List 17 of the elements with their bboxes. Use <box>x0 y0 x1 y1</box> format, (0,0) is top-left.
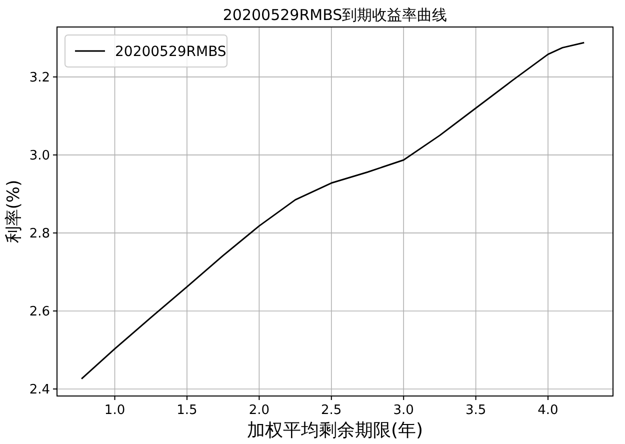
legend-label: 20200529RMBS <box>115 44 226 60</box>
chart-title: 20200529RMBS到期收益率曲线 <box>222 6 448 24</box>
x-tick-label: 2.5 <box>321 403 342 418</box>
x-tick-label: 3.5 <box>465 403 486 418</box>
y-tick-label: 2.6 <box>29 304 50 320</box>
x-tick-label: 4.0 <box>538 403 558 418</box>
x-tick-label: 2.0 <box>248 403 270 418</box>
x-tick-label: 1.0 <box>104 403 126 418</box>
y-axis-title: 利率(%) <box>4 180 24 244</box>
y-tick-label: 2.8 <box>29 226 50 242</box>
x-tick-label: 3.0 <box>393 403 414 418</box>
y-tick-label: 3.0 <box>29 148 50 164</box>
x-axis-title: 加权平均剩余期限(年) <box>246 420 424 441</box>
y-tick-label: 3.2 <box>29 70 50 86</box>
y-tick-label: 2.4 <box>29 382 50 398</box>
x-tick-label: 1.5 <box>176 403 198 418</box>
line-series <box>80 42 585 380</box>
